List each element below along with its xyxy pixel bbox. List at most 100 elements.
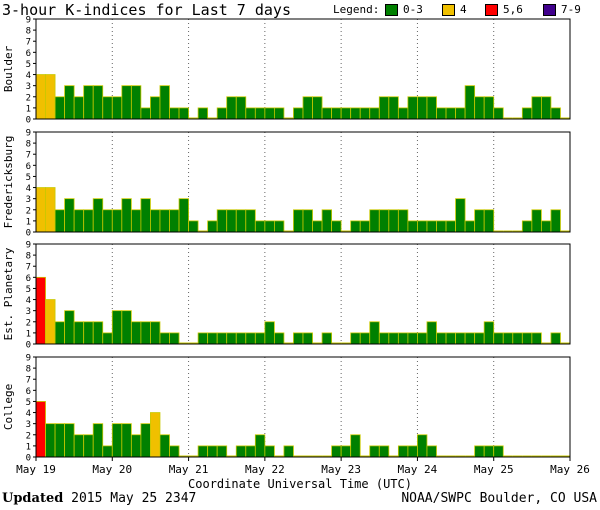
y-tick-label: 8 [26, 252, 31, 262]
k-index-bar [35, 276, 46, 345]
k-index-bar [73, 96, 85, 120]
k-index-bar [283, 117, 294, 119]
y-tick-label: 9 [26, 354, 31, 364]
k-index-bar [64, 85, 75, 120]
k-index-bar [92, 321, 104, 345]
credit-line: NOAA/SWPC Boulder, CO USA [401, 491, 597, 506]
k-index-bar [35, 401, 46, 458]
x-tick-label: May 20 [92, 463, 132, 476]
k-index-bar [283, 445, 294, 458]
k-index-bar [483, 209, 495, 233]
k-index-bar [83, 321, 94, 345]
k-index-bar [455, 107, 466, 120]
k-index-bar [207, 220, 218, 233]
x-tick-label: May 25 [474, 463, 514, 476]
k-index-bar [102, 445, 113, 458]
k-index-bar [512, 117, 523, 119]
k-index-bar [111, 96, 123, 120]
k-index-bar [340, 107, 352, 120]
y-tick-label: 3 [26, 82, 31, 92]
k-index-bar [455, 455, 466, 457]
k-index-bar [531, 332, 542, 345]
k-index-bar [130, 209, 142, 233]
y-tick-label: 5 [26, 285, 31, 295]
k-index-bar [150, 209, 161, 233]
k-index-bar [426, 220, 437, 233]
k-index-bar [521, 220, 533, 233]
k-index-bar [436, 107, 447, 120]
k-index-bar [341, 342, 351, 344]
k-index-bar [483, 96, 495, 120]
k-index-bar [35, 74, 46, 120]
k-index-bar [397, 332, 409, 345]
k-index-bar [388, 209, 399, 233]
k-index-bar [130, 85, 142, 120]
k-index-bar [359, 332, 371, 345]
k-index-chart: 0123456789Boulder0123456789Fredericksbur… [2, 16, 590, 491]
k-index-bar [140, 321, 151, 345]
k-index-bar [264, 220, 275, 233]
k-index-bar [216, 209, 228, 233]
k-index-bar [293, 107, 304, 120]
legend-swatch-7-9 [543, 4, 556, 16]
k-index-bar [64, 198, 75, 233]
k-index-bar [35, 187, 46, 233]
k-index-bar [264, 107, 275, 120]
k-index-bar [474, 209, 485, 233]
k-index-bar [426, 445, 437, 458]
k-index-bar [378, 209, 390, 233]
k-index-bar [493, 230, 504, 232]
k-index-bar [550, 455, 561, 457]
k-index-bar [541, 455, 551, 457]
panel-frame [35, 131, 571, 233]
k-index-bar [321, 209, 333, 233]
y-tick-label: 4 [26, 184, 31, 194]
k-index-bar [445, 220, 456, 233]
k-index-bar [188, 342, 199, 344]
k-index-bar [293, 209, 304, 233]
station-label: College [2, 384, 15, 430]
legend-swatch-4 [442, 4, 455, 16]
k-index-bar [254, 332, 266, 345]
k-index-bar [45, 187, 56, 233]
k-index-bar [226, 96, 237, 120]
k-index-bar [369, 209, 380, 233]
k-index-bar [322, 455, 332, 457]
k-index-bar [360, 455, 370, 457]
y-tick-label: 3 [26, 307, 31, 317]
k-index-bar [560, 455, 570, 457]
y-tick-label: 6 [26, 274, 31, 284]
k-index-bar [302, 209, 313, 233]
k-index-bar [531, 96, 542, 120]
k-index-bar [359, 220, 371, 233]
legend-label-4: 4 [460, 3, 467, 16]
y-tick-label: 9 [26, 129, 31, 139]
k-index-bar [73, 434, 85, 458]
k-index-bar [197, 445, 209, 458]
k-index-bar [283, 342, 294, 344]
k-index-bar [550, 332, 561, 345]
k-index-bar [312, 455, 323, 457]
updated-label: Updated [2, 491, 64, 506]
k-index-bar [436, 332, 447, 345]
panel-frame [35, 356, 571, 458]
k-index-bar [283, 230, 294, 232]
k-index-bar [369, 107, 380, 120]
legend-label-5-6: 5,6 [503, 3, 523, 16]
y-tick-label: 9 [26, 241, 31, 251]
k-index-bar [388, 96, 399, 120]
k-index-bar [350, 332, 361, 345]
k-index-bar [483, 445, 495, 458]
k-index-bar [92, 423, 104, 458]
y-tick-label: 2 [26, 318, 31, 328]
k-index-bar [64, 423, 75, 458]
k-index-bar [503, 230, 513, 232]
k-index-bar [102, 332, 113, 345]
k-index-bar [273, 107, 285, 120]
k-index-bar [464, 85, 476, 120]
k-index-bar [407, 96, 418, 120]
x-tick-label: May 23 [321, 463, 361, 476]
k-index-bar [226, 455, 237, 457]
k-index-bar [245, 332, 256, 345]
k-index-bar [226, 332, 237, 345]
